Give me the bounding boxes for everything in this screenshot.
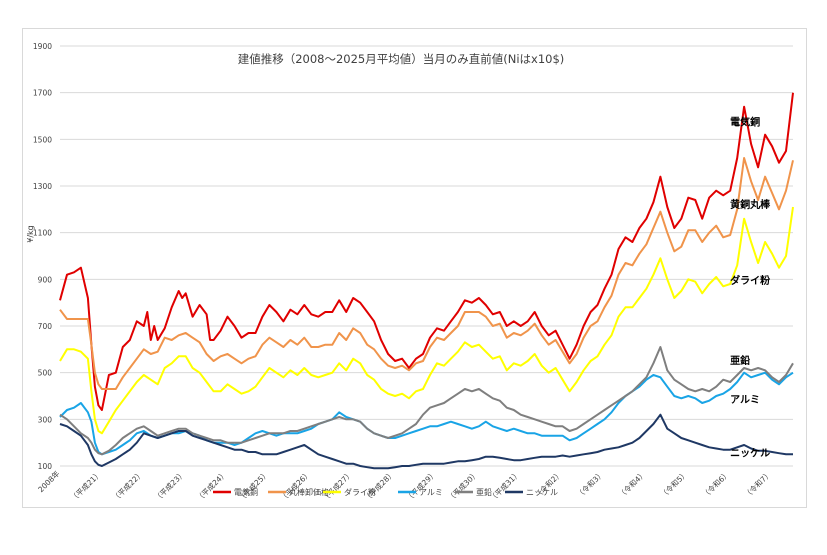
x-tick-label: （平成24）: [194, 468, 229, 503]
x-tick-label: （平成31）: [487, 468, 522, 503]
x-tick-label: （令和4）: [616, 468, 648, 500]
y-axis-label: ¥/kg: [26, 225, 35, 243]
series-line-2: [59, 206, 794, 435]
series-label: 電気銅: [730, 115, 760, 128]
series-line-0: [59, 92, 794, 411]
x-tick-label: （令和3）: [574, 468, 606, 500]
legend-item: アルミ: [419, 488, 443, 497]
y-tick-label: 1100: [33, 229, 52, 238]
x-tick-label: （平成27）: [320, 468, 355, 503]
y-tick-label: 900: [38, 275, 53, 284]
series-label: 亜鉛: [730, 354, 750, 367]
series-line-5: [59, 413, 793, 470]
y-tick-label: 1700: [33, 89, 52, 98]
chart-frame: 建値推移（2008～2025月平均値）当月のみ直前値(Niはx10$) ¥/kg…: [22, 28, 807, 508]
x-tick-label: （平成30）: [445, 468, 480, 503]
x-tick-label: （平成23）: [152, 468, 187, 503]
x-tick-label: （平成26）: [278, 468, 313, 503]
series-label: ニッケル: [730, 448, 770, 460]
series-lines: [59, 92, 794, 470]
line-chart: 建値推移（2008～2025月平均値）当月のみ直前値(Niはx10$) ¥/kg…: [26, 42, 794, 503]
x-tick-label: （平成25）: [236, 468, 271, 503]
series-label: ダライ粉: [730, 274, 770, 287]
legend-item: 亜鉛: [476, 487, 492, 497]
y-tick-label: 1900: [33, 42, 52, 51]
gridlines: [60, 45, 793, 467]
x-tick-label: 2008年: [36, 468, 62, 494]
series-label: アルミ: [730, 394, 760, 406]
x-tick-label: （令和7）: [742, 468, 774, 500]
legend-item: 丸棒卸価格: [289, 487, 329, 497]
y-tick-label: 500: [38, 369, 53, 378]
y-tick-label: 1300: [33, 182, 52, 191]
legend: 電気銅 丸棒卸価格 ダライ粉 アルミ 亜鉛 ニッケル: [213, 487, 558, 497]
y-tick-label: 100: [38, 462, 53, 471]
x-tick-label: （平成28）: [361, 468, 396, 503]
y-tick-label: 300: [38, 415, 53, 424]
x-tick-label: （平成22）: [110, 468, 145, 503]
chart-title: 建値推移（2008～2025月平均値）当月のみ直前値(Niはx10$): [238, 52, 565, 66]
legend-item: 電気銅: [234, 487, 258, 497]
legend-item: ニッケル: [526, 488, 558, 497]
x-tick-label: （平成29）: [403, 468, 438, 503]
y-tick-label: 1500: [33, 135, 52, 144]
series-label: 黄銅丸棒: [730, 198, 771, 211]
series-line-1: [59, 157, 794, 390]
x-tick-label: （平成21）: [68, 468, 103, 503]
y-tick-label: 700: [38, 322, 53, 331]
x-tick-label: （令和6）: [700, 468, 732, 500]
y-axis-ticks: 100 300 500 700 900 1100 1300 1500 1700 1900: [33, 42, 52, 471]
series-line-4: [59, 346, 794, 456]
legend-item: ダライ粉: [344, 487, 376, 497]
x-axis-ticks: 2008年 （平成21） （平成22） （平成23） （平成24） （平成25） （平成26…: [36, 468, 774, 503]
x-tick-label: （令和5）: [658, 468, 690, 500]
